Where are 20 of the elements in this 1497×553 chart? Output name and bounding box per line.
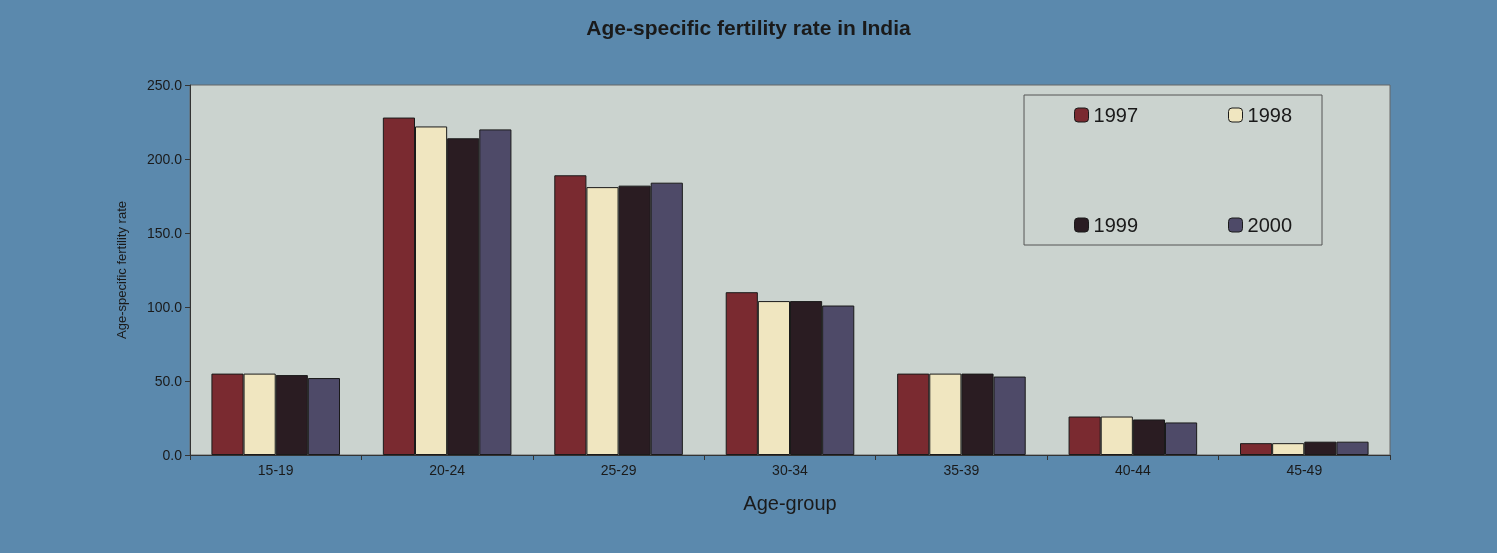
x-tick-label: 40-44	[1114, 462, 1151, 478]
y-tick-label: 100.0	[146, 299, 183, 315]
x-tick-label: 30-34	[772, 462, 809, 478]
legend-label: 2000	[1247, 214, 1293, 236]
x-axis-title: Age-group	[743, 492, 837, 514]
y-tick-label: 0.0	[162, 447, 183, 463]
y-tick-label: 50.0	[154, 373, 183, 389]
x-tick-label: 15-19	[257, 462, 294, 478]
y-axis-title: Age-specific fertility rate	[114, 201, 129, 339]
x-tick-label: 25-29	[600, 462, 637, 478]
chart-title: Age-specific fertility rate in India	[586, 16, 912, 39]
legend-label: 1998	[1247, 104, 1293, 126]
legend-label: 1997	[1093, 104, 1139, 126]
y-tick-label: 150.0	[146, 225, 183, 241]
x-tick-label: 35-39	[943, 462, 980, 478]
legend-label: 1999	[1093, 214, 1139, 236]
y-tick-label: 250.0	[146, 77, 183, 93]
x-tick-label: 20-24	[429, 462, 466, 478]
x-tick-label: 45-49	[1286, 462, 1323, 478]
y-tick-label: 200.0	[146, 151, 183, 167]
